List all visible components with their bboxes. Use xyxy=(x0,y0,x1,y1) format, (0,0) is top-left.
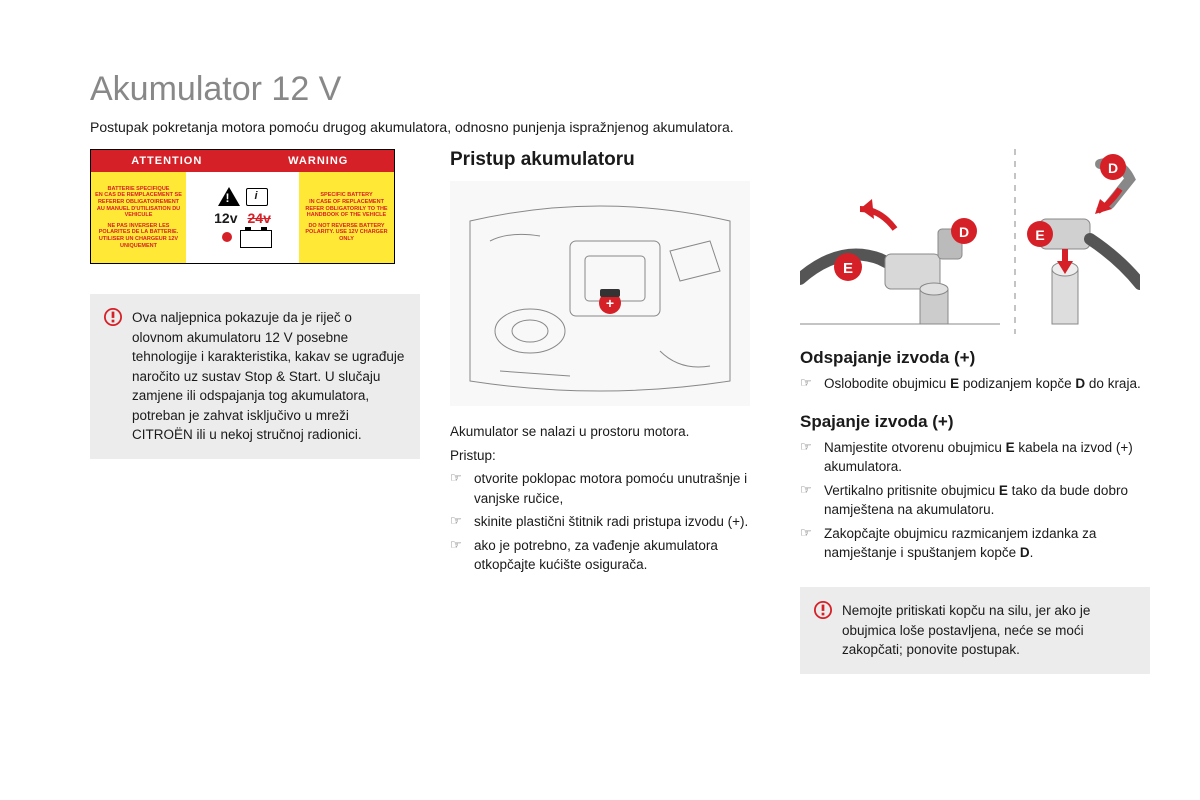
connect-item-2: Vertikalno pritisnite obujmicu E tako da… xyxy=(800,481,1150,520)
label-attention: ATTENTION xyxy=(91,150,243,172)
alert-icon xyxy=(104,308,122,445)
access-bullet-1: otvorite poklopac motora pomoću unutrašn… xyxy=(450,469,770,508)
svg-text:E: E xyxy=(843,260,853,277)
connect-item-1: Namjestite otvorenu obujmicu E kabela na… xyxy=(800,438,1150,477)
column-1: ATTENTION WARNING BATTERIE SPECIFIQUE EN… xyxy=(90,149,420,674)
sub-heading-connect: Spajanje izvoda (+) xyxy=(800,412,1150,432)
svg-text:D: D xyxy=(959,224,969,240)
battery-icon xyxy=(240,230,272,248)
access-intro-2: Pristup: xyxy=(450,446,770,466)
warning-triangle-icon xyxy=(218,187,240,206)
label-warning: WARNING xyxy=(243,150,395,172)
page-title: Akumulator 12 V xyxy=(90,70,1150,109)
access-bullet-2: skinite plastični štitnik radi pristupa … xyxy=(450,512,770,532)
access-intro-1: Akumulator se nalazi u prostoru motora. xyxy=(450,422,770,442)
label-left-text-2: EN CAS DE REMPLACEMENT SE REFERER OBLIGA… xyxy=(95,192,182,218)
label-right-text-1: SPECIFIC BATTERY xyxy=(320,192,372,199)
svg-text:+: + xyxy=(606,295,614,311)
label-right-panel: SPECIFIC BATTERY IN CASE OF REPLACEMENT … xyxy=(299,172,394,263)
svg-text:D: D xyxy=(1108,160,1118,176)
engine-bay-diagram: + xyxy=(450,181,750,406)
access-bullet-list: otvorite poklopac motora pomoću unutrašn… xyxy=(450,469,770,575)
label-right-text-2: IN CASE OF REPLACEMENT REFER OBLIGATORIL… xyxy=(303,199,390,219)
label-left-text-3: NE PAS INVERSER LES POLARITES DE LA BATT… xyxy=(95,223,182,249)
sub-heading-disconnect: Odspajanje izvoda (+) xyxy=(800,348,1150,368)
access-bullet-3: ako je potrebno, za vađenje akumulatora … xyxy=(450,536,770,575)
warning-label-graphic: ATTENTION WARNING BATTERIE SPECIFIQUE EN… xyxy=(90,149,395,264)
label-left-text-1: BATTERIE SPECIFIQUE xyxy=(108,186,170,193)
terminal-clamp-diagram: E D xyxy=(800,149,1140,334)
disconnect-item: Oslobodite obujmicu E podizanjem kopče D… xyxy=(800,374,1150,394)
note-1-text: Ova naljepnica pokazuje da je riječ o ol… xyxy=(132,308,406,445)
note-box-1: Ova naljepnica pokazuje da je riječ o ol… xyxy=(90,294,420,459)
disconnect-list: Oslobodite obujmicu E podizanjem kopče D… xyxy=(800,374,1150,394)
label-left-panel: BATTERIE SPECIFIQUE EN CAS DE REMPLACEME… xyxy=(91,172,186,263)
page-subtitle: Postupak pokretanja motora pomoću drugog… xyxy=(90,119,1150,135)
label-12v: 12v xyxy=(214,210,237,226)
label-24v-crossed: 24v xyxy=(248,210,271,226)
note-2-text: Nemojte pritiskati kopču na silu, jer ak… xyxy=(842,601,1136,660)
label-center-panel: 12v 24v xyxy=(186,172,299,263)
alert-icon xyxy=(814,601,832,660)
column-3: E D xyxy=(800,149,1150,674)
connect-item-3: Zakopčajte obujmicu razmicanjem izdanka … xyxy=(800,524,1150,563)
section-heading-access: Pristup akumulatoru xyxy=(450,149,770,171)
column-2: Pristup akumulatoru + xyxy=(450,149,770,674)
clamp-icon xyxy=(214,232,232,246)
manual-book-icon xyxy=(246,188,268,206)
label-right-text-3: DO NOT REVERSE BATTERY POLARITY. USE 12V… xyxy=(303,223,390,243)
note-box-2: Nemojte pritiskati kopču na silu, jer ak… xyxy=(800,587,1150,674)
columns: ATTENTION WARNING BATTERIE SPECIFIQUE EN… xyxy=(90,149,1150,674)
connect-list: Namjestite otvorenu obujmicu E kabela na… xyxy=(800,438,1150,563)
svg-text:E: E xyxy=(1035,227,1044,243)
